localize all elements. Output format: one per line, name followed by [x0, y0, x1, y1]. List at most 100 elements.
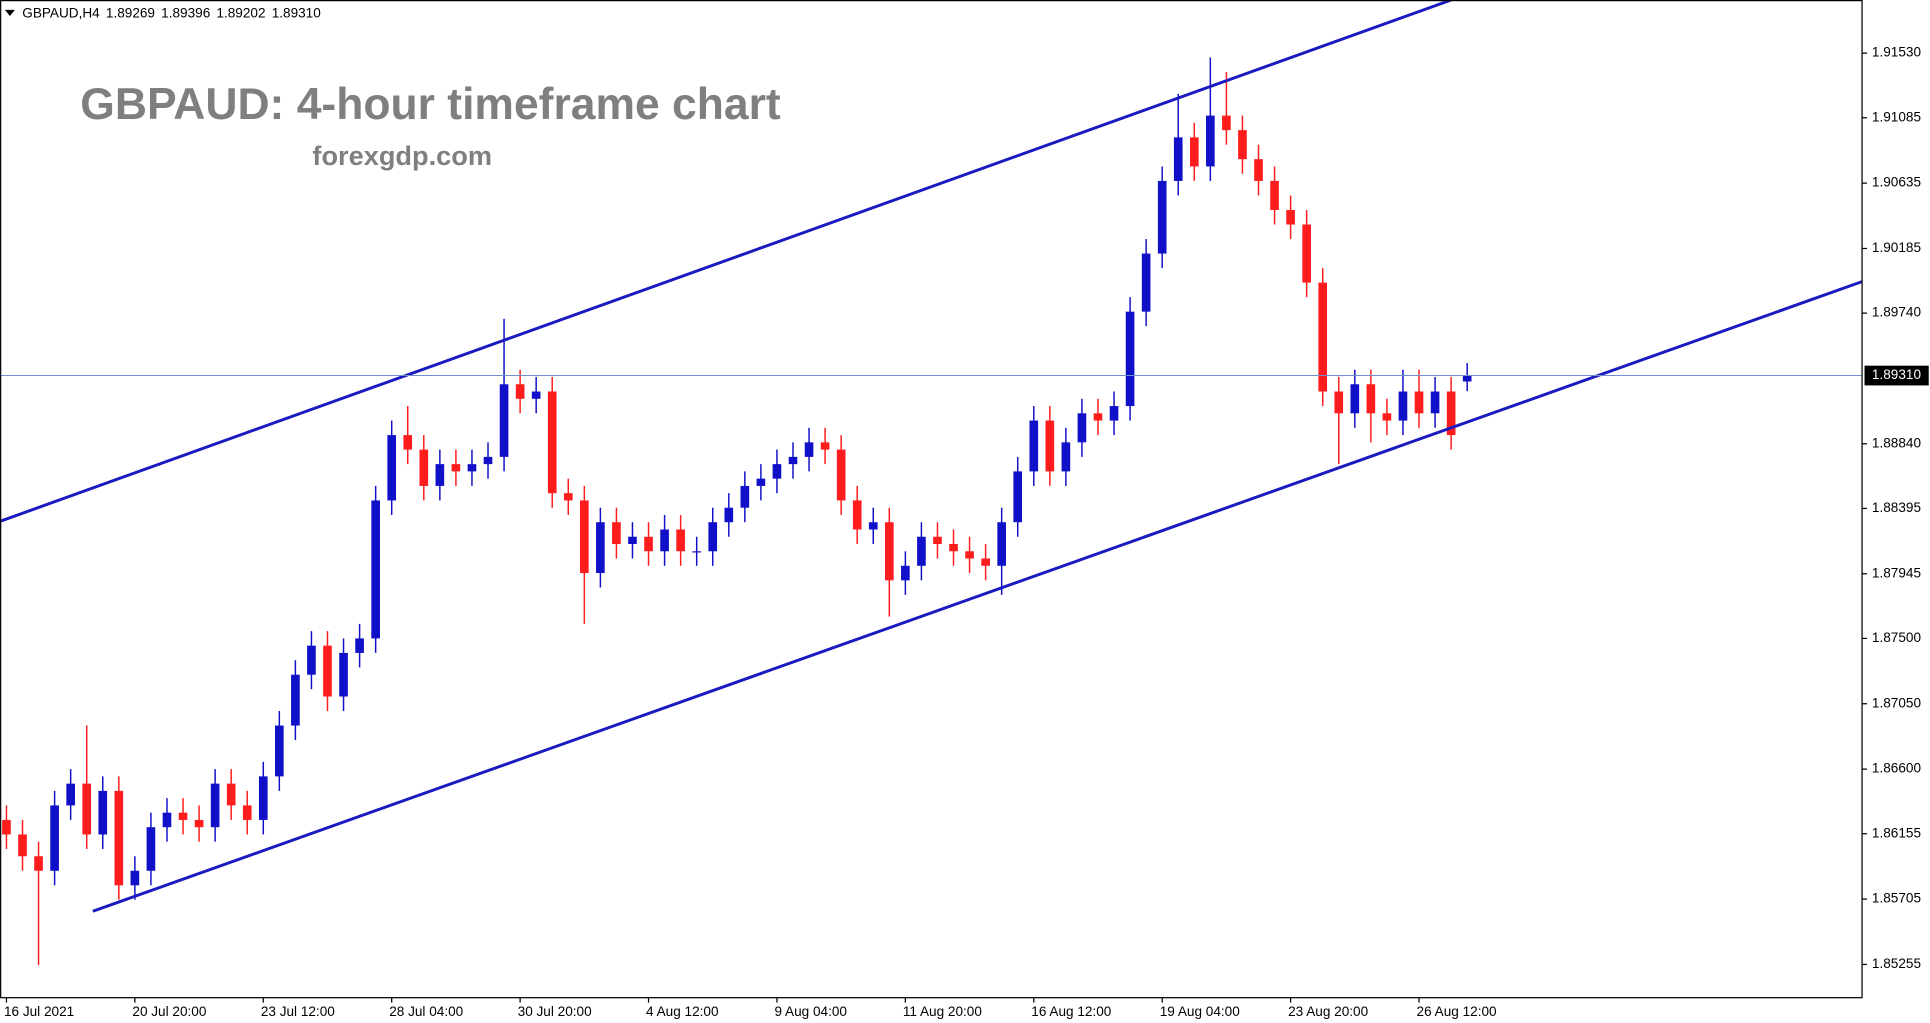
candle-body	[1222, 115, 1231, 131]
candle-body	[1318, 282, 1328, 392]
candle-body	[98, 790, 108, 835]
candle-body	[580, 500, 589, 574]
candle-body	[1189, 137, 1199, 167]
candle-body	[1013, 471, 1023, 523]
candle-body	[435, 464, 445, 486]
candle-body	[419, 449, 429, 486]
candle-body	[194, 819, 204, 828]
trend-line	[0, 0, 1452, 523]
quote-high: 1.89396	[161, 5, 210, 20]
x-tick-label: 23 Jul 12:00	[261, 1004, 335, 1019]
candle-body	[1045, 420, 1055, 472]
candle-body	[1254, 159, 1263, 181]
candle-body	[162, 812, 172, 828]
candle-body	[467, 464, 477, 472]
x-tick-label: 20 Jul 20:00	[132, 1004, 206, 1019]
quote-low: 1.89202	[216, 5, 265, 20]
candle-body	[981, 558, 990, 566]
candle-body	[355, 638, 364, 653]
candle-body	[291, 674, 300, 726]
candle-body	[692, 551, 702, 553]
y-tick-label: 1.86155	[1872, 825, 1921, 840]
candle-body	[901, 565, 910, 581]
candle-body	[772, 464, 782, 479]
candle-body	[612, 522, 621, 545]
candle-body	[1061, 442, 1071, 472]
candle-body	[933, 536, 942, 545]
candle-body	[884, 522, 894, 581]
candle-body	[563, 493, 573, 501]
candle-body	[1125, 311, 1135, 407]
y-tick-label: 1.91530	[1872, 45, 1922, 60]
candle-body	[1206, 115, 1215, 167]
candle-body	[997, 522, 1006, 566]
candle-body	[852, 500, 862, 530]
candle-body	[242, 805, 252, 820]
candle-body	[226, 783, 236, 806]
price-label: 1.89310	[1872, 367, 1922, 382]
candle-body	[258, 776, 268, 820]
candle-body	[499, 384, 509, 457]
candle-body	[178, 812, 188, 820]
candle-body	[788, 456, 798, 465]
x-tick-label: 9 Aug 04:00	[774, 1004, 847, 1019]
candle-body	[1302, 224, 1311, 283]
plot-border	[0, 0, 1863, 999]
y-tick-label: 1.90185	[1872, 240, 1921, 255]
candle-body	[724, 507, 734, 523]
candle-body	[868, 522, 878, 530]
candle-body	[82, 783, 92, 835]
x-tick-label: 30 Jul 20:00	[518, 1004, 592, 1019]
candle-body	[339, 652, 348, 697]
candle-body	[804, 442, 814, 457]
candle-body	[1430, 391, 1440, 414]
candle-body	[387, 435, 397, 501]
candle-body	[275, 725, 284, 777]
quote-open: 1.89269	[106, 5, 155, 20]
candle-body	[130, 870, 140, 886]
candle-body	[1109, 406, 1119, 421]
candle-body	[1270, 180, 1279, 210]
quote-close: 1.89310	[272, 5, 322, 20]
candle-body	[114, 790, 124, 886]
candle-body	[1141, 253, 1151, 312]
price-label-box	[1864, 365, 1929, 386]
y-tick-label: 1.88840	[1872, 435, 1922, 450]
x-tick-label: 4 Aug 12:00	[646, 1004, 719, 1019]
candle-body	[547, 391, 557, 494]
x-tick-label: 23 Aug 20:00	[1288, 1004, 1368, 1019]
candle-body	[1334, 391, 1344, 414]
candle-body	[949, 544, 958, 552]
candle-body	[146, 827, 156, 871]
candle-body	[1238, 130, 1247, 160]
dropdown-icon[interactable]	[4, 9, 15, 17]
y-tick-label: 1.91085	[1872, 109, 1921, 124]
y-tick-label: 1.87050	[1872, 695, 1922, 710]
y-tick-label: 1.85705	[1872, 891, 1921, 906]
candle-body	[644, 536, 653, 552]
candle-body	[1446, 391, 1456, 436]
candle-body	[740, 485, 750, 508]
candle-body	[1398, 391, 1408, 421]
x-tick-label: 11 Aug 20:00	[903, 1004, 982, 1019]
candle-body	[451, 464, 461, 472]
candle-body	[628, 536, 637, 545]
candle-body	[323, 645, 332, 697]
candle-body	[1093, 413, 1103, 421]
x-tick-label: 19 Aug 04:00	[1160, 1004, 1240, 1019]
x-tick-label: 16 Aug 12:00	[1031, 1004, 1111, 1019]
candle-body	[836, 449, 846, 501]
candle-body	[676, 529, 685, 552]
y-tick-label: 1.88395	[1872, 500, 1921, 515]
candle-body	[965, 551, 974, 559]
candle-body	[50, 805, 59, 871]
candle-body	[307, 645, 316, 675]
candle-body	[515, 384, 525, 399]
candle-body	[403, 435, 413, 450]
candle-body	[1173, 137, 1183, 181]
candle-body	[483, 456, 493, 465]
